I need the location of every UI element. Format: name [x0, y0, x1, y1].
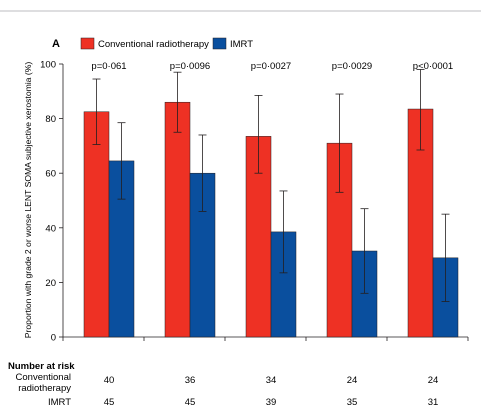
y-axis-label: Proportion with grade 2 or worse LENT SO…	[23, 62, 33, 339]
p-value-label: p=0·061	[91, 61, 126, 72]
y-tick-label: 80	[45, 114, 56, 125]
error-bars	[92, 69, 450, 302]
p-value-label: p=0·0027	[251, 61, 291, 72]
risk-row-label-line1: Conventional	[16, 372, 71, 383]
y-tick-label: 0	[51, 333, 56, 344]
y-tick-label: 100	[40, 60, 56, 71]
y-tick-label: 40	[45, 223, 56, 234]
risk-value: 24	[428, 375, 439, 386]
risk-value: 40	[104, 375, 115, 386]
p-values: p=0·061 p=0·0096 p=0·0027 p=0·0029 p<0·0001	[91, 61, 453, 72]
y-tick-label: 20	[45, 278, 56, 289]
risk-row-label-line1: IMRT	[48, 397, 71, 408]
risk-row-imrt: IMRT	[48, 397, 71, 408]
p-value-label: p=0·0096	[170, 61, 210, 72]
risk-row-label-line2: radiotherapy	[18, 383, 71, 394]
legend: Conventional radiotherapy IMRT	[80, 37, 253, 50]
risk-value: 34	[266, 375, 277, 386]
risk-value: 24	[347, 375, 358, 386]
risk-value: 31	[428, 397, 439, 408]
y-tick-label: 60	[45, 169, 56, 180]
legend-label-conventional: Conventional radiotherapy	[98, 39, 209, 50]
p-value-label: p<0·0001	[413, 61, 453, 72]
risk-value: 45	[104, 397, 115, 408]
risk-values: 40 36 34 24 24 45 45 39 35 31	[104, 375, 439, 408]
risk-table-title: Number at risk	[8, 361, 75, 372]
legend-swatch-imrt	[212, 37, 227, 50]
y-ticks: 0 20 40 60 80 100	[40, 60, 63, 344]
legend-label-imrt: IMRT	[230, 39, 253, 50]
risk-value: 35	[347, 397, 358, 408]
risk-value: 45	[185, 397, 196, 408]
x-ticks	[62, 337, 469, 341]
bars	[83, 101, 459, 338]
risk-value: 36	[185, 375, 196, 386]
panel-label: A	[52, 38, 60, 50]
bar-conventional-1	[83, 111, 110, 338]
risk-value: 39	[266, 397, 277, 408]
legend-swatch-conventional	[80, 37, 95, 50]
p-value-label: p=0·0029	[332, 61, 372, 72]
bar-conventional-2	[164, 101, 191, 338]
risk-row-conventional: Conventional radiotherapy	[16, 372, 72, 394]
